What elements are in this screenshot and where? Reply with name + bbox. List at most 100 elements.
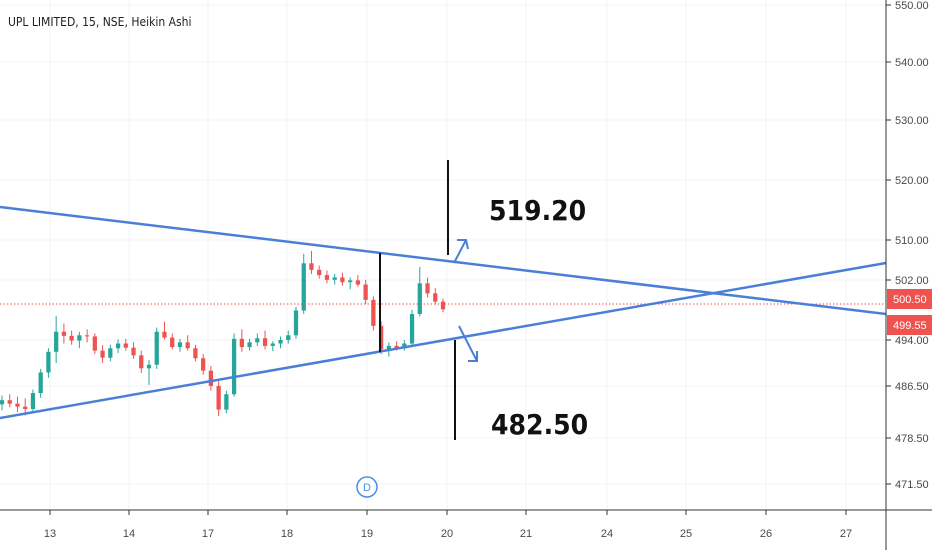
candle bbox=[208, 365, 214, 391]
candle-body bbox=[301, 263, 306, 311]
breakdown-arrow[interactable] bbox=[458, 325, 478, 362]
candle bbox=[146, 360, 152, 385]
price-tag-current: 499.55 bbox=[887, 315, 932, 335]
breakout-up-arrow[interactable] bbox=[453, 239, 467, 264]
y-tick-label: 502.00 bbox=[895, 275, 929, 287]
candle-body bbox=[386, 345, 391, 350]
candle-body bbox=[224, 394, 229, 410]
candle bbox=[154, 327, 159, 369]
candle bbox=[30, 389, 36, 414]
candle-series bbox=[0, 250, 446, 417]
candle-body bbox=[270, 343, 275, 346]
candle bbox=[270, 341, 275, 352]
candle-body bbox=[170, 337, 175, 348]
candle-body bbox=[216, 386, 221, 410]
candle bbox=[108, 344, 113, 362]
candle bbox=[61, 323, 67, 344]
candle-body bbox=[425, 283, 430, 294]
candle-body bbox=[363, 284, 368, 300]
candle-body bbox=[440, 301, 446, 310]
candle bbox=[193, 344, 198, 362]
candle bbox=[293, 306, 299, 339]
y-tick-label: 510.00 bbox=[895, 235, 929, 247]
y-tick-label: 471.50 bbox=[895, 479, 929, 491]
candle bbox=[371, 296, 376, 331]
candle bbox=[139, 350, 144, 374]
candle bbox=[433, 288, 438, 305]
candle bbox=[185, 335, 190, 351]
candle bbox=[348, 277, 353, 290]
candle-body bbox=[139, 355, 144, 369]
candle-body bbox=[332, 277, 337, 280]
candle-body bbox=[231, 338, 237, 395]
candle bbox=[100, 345, 105, 363]
x-tick-label: 20 bbox=[441, 528, 453, 540]
candle bbox=[84, 329, 90, 343]
price-tag-current-bg bbox=[887, 315, 932, 335]
candle bbox=[402, 339, 407, 351]
candle bbox=[201, 354, 206, 375]
candle-body bbox=[433, 293, 438, 302]
candle-body bbox=[278, 339, 283, 344]
candle-body bbox=[38, 372, 43, 394]
candle bbox=[332, 273, 337, 285]
candle bbox=[46, 348, 51, 378]
candle-body bbox=[77, 335, 82, 341]
candle-body bbox=[115, 343, 121, 349]
candle-body bbox=[355, 280, 361, 285]
candle-body bbox=[317, 269, 322, 276]
candle bbox=[286, 330, 291, 344]
x-axis-ticks: 13 14 17 18 19 20 21 24 25 26 27 bbox=[44, 510, 852, 540]
candle bbox=[162, 321, 167, 340]
candle bbox=[247, 338, 252, 351]
candle-body bbox=[309, 263, 314, 270]
lower-trendline[interactable] bbox=[0, 261, 887, 420]
candle bbox=[317, 265, 322, 279]
candle-body bbox=[100, 350, 105, 358]
candle-body bbox=[123, 343, 128, 348]
x-tick-label: 27 bbox=[840, 528, 852, 540]
candle bbox=[216, 381, 221, 417]
y-tick-label: 486.50 bbox=[895, 381, 929, 393]
y-tick-label: 520.00 bbox=[895, 175, 929, 187]
upper-target-label: 519.20 bbox=[489, 194, 586, 227]
candle bbox=[324, 270, 330, 284]
candle-body bbox=[185, 342, 190, 349]
x-tick-label: 21 bbox=[520, 528, 532, 540]
candle bbox=[224, 390, 229, 414]
candle-body bbox=[84, 335, 90, 337]
candle bbox=[301, 253, 306, 315]
candle bbox=[38, 368, 43, 398]
candle-body bbox=[402, 343, 407, 349]
candle-body bbox=[69, 335, 74, 341]
x-tick-label: 26 bbox=[760, 528, 772, 540]
candle-body bbox=[131, 347, 136, 356]
candle-body bbox=[23, 406, 28, 410]
candle bbox=[177, 338, 183, 352]
upper-trendline[interactable] bbox=[0, 205, 887, 316]
y-tick-label: 550.00 bbox=[895, 0, 929, 12]
candle-body bbox=[0, 400, 5, 405]
candle bbox=[69, 330, 74, 345]
candle bbox=[170, 333, 175, 350]
candle-body bbox=[293, 310, 299, 336]
candle bbox=[278, 336, 283, 349]
candle bbox=[15, 396, 20, 412]
dividend-marker[interactable] bbox=[356, 476, 378, 498]
candle bbox=[7, 394, 12, 408]
price-tag-last-text: 500.50 bbox=[893, 294, 927, 306]
candle-body bbox=[409, 314, 415, 344]
price-tag-last: 500.50 bbox=[887, 289, 932, 309]
candle bbox=[425, 277, 430, 298]
candle-body bbox=[61, 331, 67, 336]
y-tick-label: 540.00 bbox=[895, 57, 929, 69]
candle bbox=[123, 338, 128, 351]
y-tick-label: 494.00 bbox=[895, 335, 929, 347]
candle-body bbox=[417, 283, 422, 315]
candle-body bbox=[324, 275, 330, 280]
candle-body bbox=[378, 325, 384, 350]
candle bbox=[355, 275, 361, 287]
candle-body bbox=[193, 348, 198, 359]
